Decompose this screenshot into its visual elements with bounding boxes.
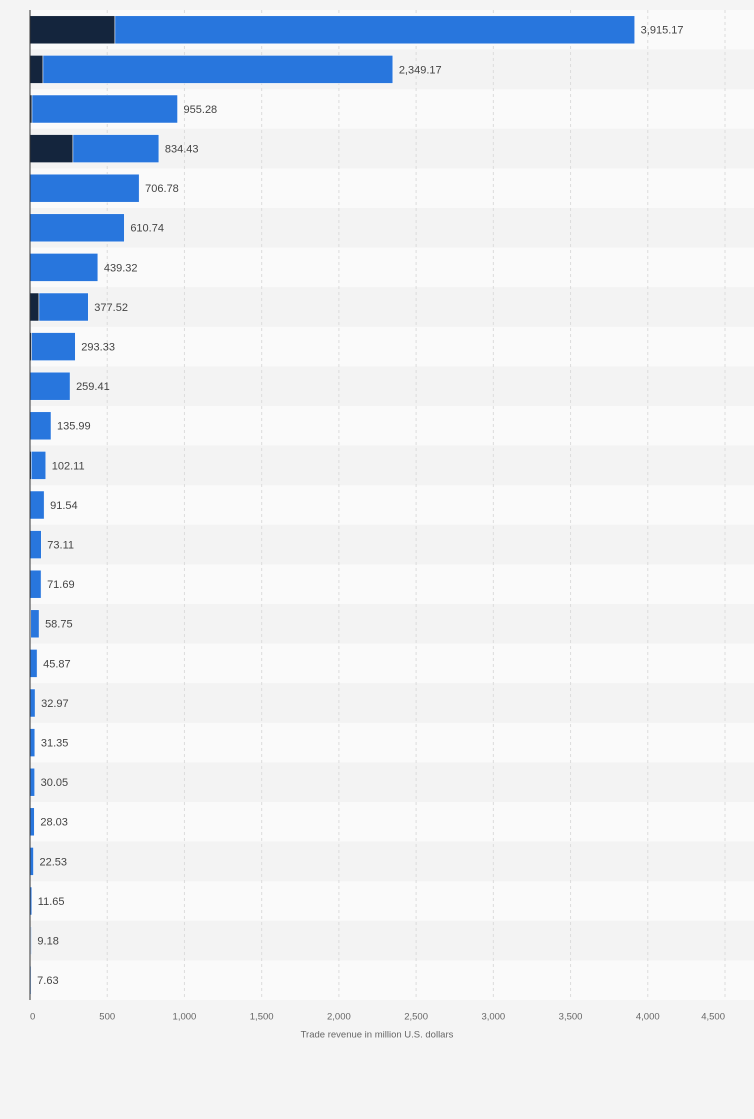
- bar-segment: [42, 55, 394, 84]
- x-axis-title: Trade revenue in million U.S. dollars: [301, 1030, 454, 1041]
- total-label: 3,915.17: [641, 25, 684, 37]
- row-band: [30, 683, 754, 723]
- total-label: 259.41: [76, 381, 110, 393]
- row-band: [30, 604, 754, 644]
- total-label: 11.65: [38, 896, 65, 908]
- bar-segment: [29, 371, 71, 401]
- total-label: 28.03: [40, 817, 68, 829]
- bar-segment: [29, 767, 35, 797]
- row-band: [30, 762, 754, 802]
- bar-segment: [29, 807, 35, 837]
- bar-segment: [29, 134, 74, 163]
- bar-segment: [31, 332, 76, 361]
- bar-segment: [29, 530, 42, 559]
- row-band: [30, 643, 754, 684]
- total-label: 31.35: [41, 738, 69, 750]
- bar-segment: [30, 965, 32, 995]
- bar-segment: [29, 411, 52, 441]
- total-label: 102.11: [52, 460, 85, 472]
- bar-segment: [29, 847, 34, 876]
- bar-segment: [38, 292, 89, 322]
- bar-segment: [29, 292, 40, 322]
- bar-segment: [31, 94, 178, 124]
- bar-segment: [30, 609, 40, 639]
- total-label: 58.75: [45, 619, 73, 631]
- x-tick-label: 4,000: [636, 1012, 660, 1023]
- total-label: 9.18: [37, 936, 58, 948]
- total-label: 30.05: [41, 777, 69, 789]
- total-label: 955.28: [184, 104, 218, 116]
- total-label: 73.11: [47, 540, 74, 552]
- row-band: [30, 920, 754, 961]
- bar-segment: [30, 926, 32, 955]
- row-band: [30, 445, 754, 486]
- row-band: [30, 722, 754, 763]
- x-tick-label: 1,000: [173, 1012, 197, 1023]
- total-label: 91.54: [50, 500, 78, 512]
- x-tick-label: 3,000: [481, 1012, 505, 1023]
- row-band: [30, 326, 754, 367]
- bar-segment: [30, 451, 47, 480]
- bar-segment: [114, 15, 635, 45]
- total-label: 834.43: [165, 144, 199, 156]
- row-band: [30, 366, 754, 406]
- row-band: [30, 168, 754, 208]
- row-band: [30, 881, 754, 921]
- x-tick-label: 2,000: [327, 1012, 351, 1023]
- row-band: [30, 287, 754, 327]
- total-label: 45.87: [43, 658, 71, 670]
- bar-segment: [72, 134, 160, 163]
- total-label: 439.32: [104, 262, 138, 274]
- total-label: 377.52: [94, 302, 128, 314]
- x-tick-label: 1,500: [250, 1012, 274, 1023]
- row-band: [30, 841, 754, 882]
- bar-segment: [29, 55, 44, 84]
- total-label: 32.97: [41, 698, 69, 710]
- x-tick-label: 500: [99, 1012, 115, 1023]
- total-label: 7.63: [37, 975, 58, 987]
- bar-segment: [29, 213, 125, 243]
- row-band: [30, 485, 754, 525]
- bar-segment: [29, 490, 45, 520]
- row-band: [30, 524, 754, 565]
- row-band: [30, 208, 754, 248]
- total-label: 71.69: [47, 579, 75, 591]
- x-tick-label: 0: [30, 1012, 35, 1023]
- bar-segment: [29, 688, 36, 718]
- total-label: 293.33: [81, 342, 115, 354]
- total-label: 706.78: [145, 183, 179, 195]
- bar-segment: [29, 649, 38, 678]
- bar-segment: [29, 253, 99, 282]
- bar-segment: [29, 15, 116, 45]
- x-tick-label: 4,500: [701, 1012, 725, 1023]
- bar-segment: [29, 728, 36, 757]
- total-label: 135.99: [57, 421, 91, 433]
- row-band: [30, 960, 754, 1000]
- total-label: 610.74: [130, 223, 164, 235]
- x-tick-label: 2,500: [404, 1012, 428, 1023]
- row-band: [30, 247, 754, 288]
- bar-segment: [29, 173, 140, 203]
- x-tick-label: 3,500: [559, 1012, 583, 1023]
- row-band: [30, 406, 754, 446]
- row-band: [30, 802, 754, 842]
- row-band: [30, 564, 754, 604]
- total-label: 22.53: [39, 856, 67, 868]
- bar-segment: [29, 569, 42, 599]
- total-label: 2,349.17: [399, 64, 442, 76]
